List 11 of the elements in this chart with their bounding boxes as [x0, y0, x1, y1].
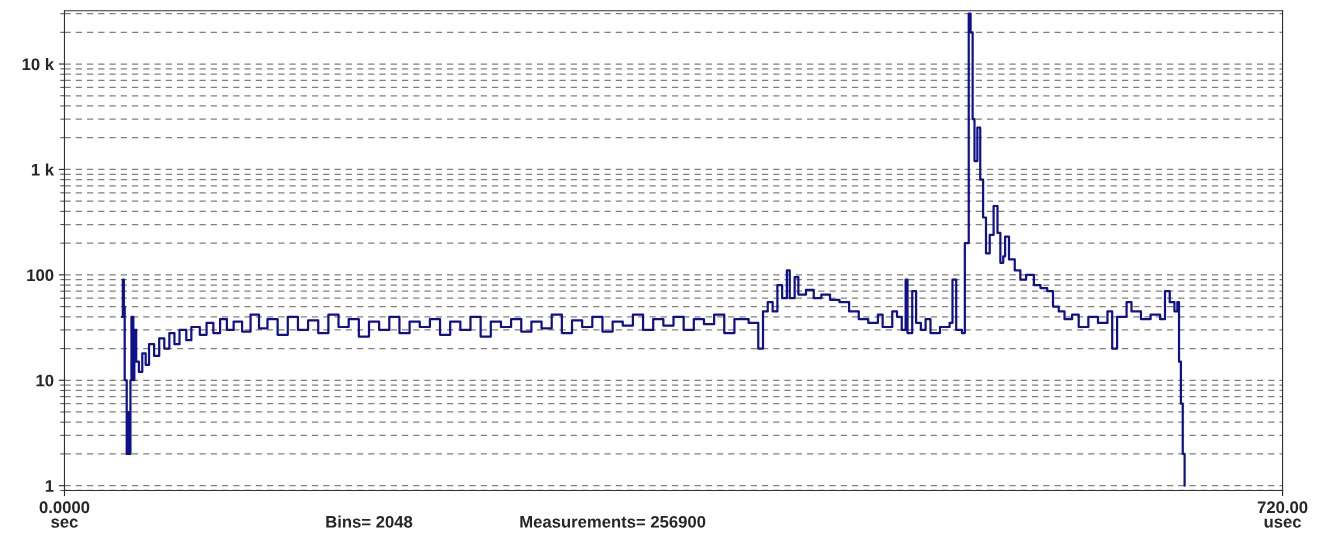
text: sec — [51, 518, 78, 528]
text: Measurements= 256900 — [520, 515, 706, 528]
x-tick-label: 720.00 — [1257, 501, 1308, 514]
y-tick-label: 10 — [36, 374, 54, 387]
y-tick-label: 1 k — [31, 163, 55, 176]
text: Bins= 2048 — [326, 515, 413, 528]
y-tick-label: 100 — [27, 269, 54, 282]
x-tick-label: 0.0000 — [39, 501, 90, 514]
text: usec — [1264, 518, 1302, 528]
y-tick-label: 10 k — [22, 57, 55, 71]
y-tick-label: 1 — [45, 480, 54, 492]
